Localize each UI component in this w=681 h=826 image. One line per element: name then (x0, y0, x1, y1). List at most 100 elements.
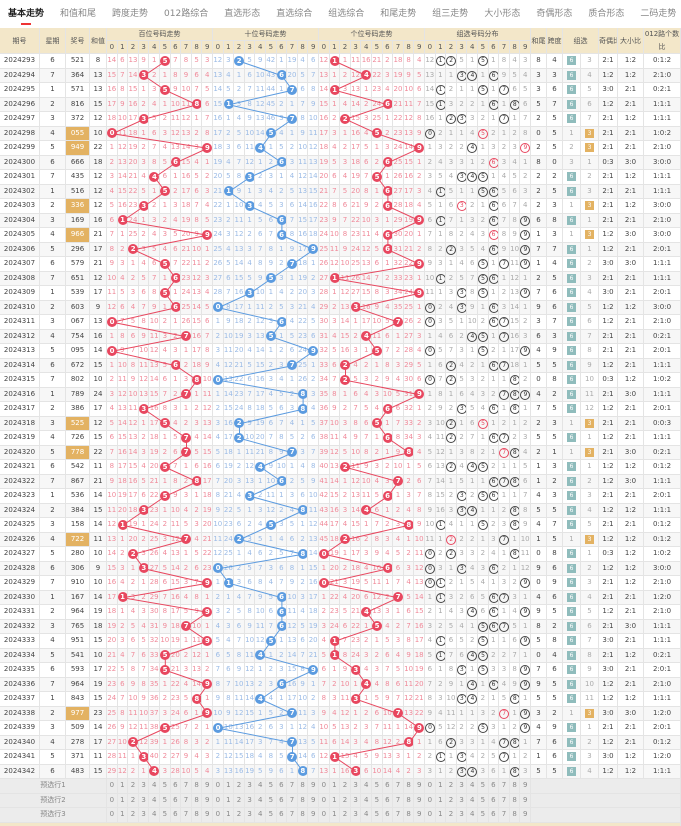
preselect-digit-9[interactable]: 9 (202, 808, 213, 823)
preselect-digit-3[interactable]: 3 (350, 793, 362, 808)
preselect-digit-3[interactable]: 3 (350, 808, 362, 823)
preselect-digit-3[interactable]: 3 (138, 779, 150, 794)
preselect-digit-2[interactable]: 2 (446, 779, 457, 794)
preselect-digit-2[interactable]: 2 (446, 808, 457, 823)
preselect-digit-9[interactable]: 9 (202, 793, 213, 808)
preselect-digit-4[interactable]: 4 (467, 808, 478, 823)
tab-11[interactable]: 质合形态 (588, 9, 625, 19)
preselect-digit-2[interactable]: 2 (234, 808, 245, 823)
preselect-digit-6[interactable]: 6 (170, 808, 182, 823)
preselect-digit-1[interactable]: 1 (117, 779, 129, 794)
preselect-digit-8[interactable]: 8 (509, 808, 521, 823)
preselect-digit-3[interactable]: 3 (244, 779, 256, 794)
preselect-digit-4[interactable]: 4 (361, 779, 372, 794)
preselect-digit-0[interactable]: 0 (319, 793, 330, 808)
preselect-digit-9[interactable]: 9 (414, 793, 425, 808)
preselect-digit-4[interactable]: 4 (467, 793, 478, 808)
preselect-digit-8[interactable]: 8 (191, 779, 203, 794)
preselect-digit-7[interactable]: 7 (393, 779, 404, 794)
preselect-digit-9[interactable]: 9 (520, 808, 531, 823)
preselect-digit-7[interactable]: 7 (393, 793, 404, 808)
preselect-digit-9[interactable]: 9 (414, 779, 425, 794)
preselect-digit-0[interactable]: 0 (319, 808, 330, 823)
preselect-digit-3[interactable]: 3 (138, 793, 150, 808)
preselect-digit-2[interactable]: 2 (234, 793, 245, 808)
preselect-digit-9[interactable]: 9 (520, 793, 531, 808)
preselect-digit-6[interactable]: 6 (276, 779, 288, 794)
preselect-digit-7[interactable]: 7 (393, 808, 404, 823)
preselect-digit-7[interactable]: 7 (499, 779, 510, 794)
preselect-digit-2[interactable]: 2 (128, 808, 139, 823)
preselect-digit-8[interactable]: 8 (403, 793, 415, 808)
preselect-digit-6[interactable]: 6 (488, 779, 500, 794)
preselect-digit-7[interactable]: 7 (499, 808, 510, 823)
preselect-digit-2[interactable]: 2 (340, 808, 351, 823)
preselect-digit-1[interactable]: 1 (117, 808, 129, 823)
tab-2[interactable]: 跨度走势 (112, 9, 149, 19)
preselect-digit-6[interactable]: 6 (276, 808, 288, 823)
preselect-digit-5[interactable]: 5 (372, 808, 383, 823)
preselect-digit-9[interactable]: 9 (414, 808, 425, 823)
preselect-digit-8[interactable]: 8 (403, 779, 415, 794)
preselect-digit-1[interactable]: 1 (435, 793, 447, 808)
preselect-digit-1[interactable]: 1 (117, 793, 129, 808)
tab-0[interactable]: 基本走势 (0, 0, 52, 25)
preselect-digit-8[interactable]: 8 (191, 808, 203, 823)
preselect-digit-4[interactable]: 4 (361, 793, 372, 808)
preselect-digit-2[interactable]: 2 (446, 793, 457, 808)
preselect-digit-4[interactable]: 4 (255, 808, 266, 823)
preselect-digit-3[interactable]: 3 (456, 793, 468, 808)
preselect-digit-6[interactable]: 6 (276, 793, 288, 808)
preselect-digit-6[interactable]: 6 (488, 793, 500, 808)
preselect-digit-2[interactable]: 2 (340, 793, 351, 808)
preselect-digit-2[interactable]: 2 (234, 779, 245, 794)
preselect-digit-2[interactable]: 2 (128, 779, 139, 794)
preselect-digit-0[interactable]: 0 (425, 779, 436, 794)
tab-5[interactable]: 直选综合 (276, 9, 313, 19)
preselect-digit-5[interactable]: 5 (266, 793, 277, 808)
preselect-digit-5[interactable]: 5 (160, 808, 171, 823)
preselect-digit-5[interactable]: 5 (478, 808, 489, 823)
tab-7[interactable]: 和尾走势 (380, 9, 417, 19)
preselect-digit-0[interactable]: 0 (107, 779, 118, 794)
preselect-digit-9[interactable]: 9 (202, 779, 213, 794)
tab-6[interactable]: 组选综合 (328, 9, 365, 19)
preselect-digit-1[interactable]: 1 (223, 779, 235, 794)
preselect-digit-5[interactable]: 5 (266, 808, 277, 823)
preselect-digit-5[interactable]: 5 (160, 793, 171, 808)
preselect-digit-6[interactable]: 6 (170, 793, 182, 808)
preselect-digit-8[interactable]: 8 (297, 793, 309, 808)
preselect-digit-0[interactable]: 0 (425, 808, 436, 823)
tab-8[interactable]: 组三走势 (432, 9, 469, 19)
tab-10[interactable]: 奇偶形态 (536, 9, 573, 19)
preselect-digit-8[interactable]: 8 (509, 779, 521, 794)
preselect-digit-0[interactable]: 0 (319, 779, 330, 794)
preselect-digit-2[interactable]: 2 (128, 793, 139, 808)
preselect-digit-0[interactable]: 0 (107, 808, 118, 823)
preselect-digit-3[interactable]: 3 (244, 793, 256, 808)
tab-9[interactable]: 大小形态 (484, 9, 521, 19)
preselect-digit-9[interactable]: 9 (308, 779, 319, 794)
preselect-digit-0[interactable]: 0 (213, 808, 224, 823)
preselect-digit-6[interactable]: 6 (382, 779, 394, 794)
preselect-digit-3[interactable]: 3 (138, 808, 150, 823)
preselect-digit-1[interactable]: 1 (329, 793, 341, 808)
preselect-digit-7[interactable]: 7 (287, 808, 298, 823)
preselect-digit-3[interactable]: 3 (456, 779, 468, 794)
preselect-digit-9[interactable]: 9 (520, 779, 531, 794)
preselect-digit-4[interactable]: 4 (149, 808, 160, 823)
preselect-digit-7[interactable]: 7 (181, 793, 192, 808)
preselect-digit-6[interactable]: 6 (488, 808, 500, 823)
preselect-digit-4[interactable]: 4 (255, 779, 266, 794)
preselect-digit-7[interactable]: 7 (499, 793, 510, 808)
preselect-digit-0[interactable]: 0 (107, 793, 118, 808)
preselect-digit-1[interactable]: 1 (329, 779, 341, 794)
tab-12[interactable]: 二码走势 (640, 9, 677, 19)
preselect-digit-0[interactable]: 0 (213, 793, 224, 808)
preselect-digit-8[interactable]: 8 (403, 808, 415, 823)
preselect-digit-4[interactable]: 4 (149, 779, 160, 794)
preselect-digit-5[interactable]: 5 (478, 793, 489, 808)
preselect-digit-5[interactable]: 5 (372, 793, 383, 808)
preselect-digit-4[interactable]: 4 (467, 779, 478, 794)
preselect-digit-7[interactable]: 7 (181, 779, 192, 794)
